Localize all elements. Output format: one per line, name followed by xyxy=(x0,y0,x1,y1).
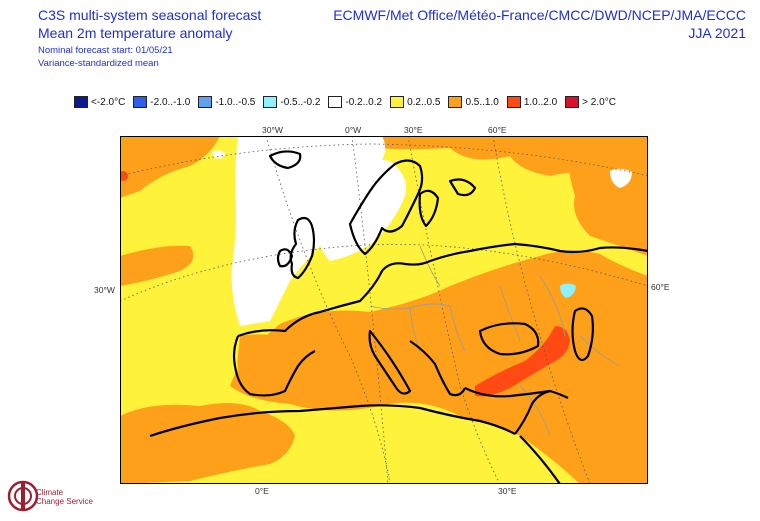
orange-northeast xyxy=(568,136,648,256)
logo-line1: Climate xyxy=(36,488,64,497)
coast-caspian xyxy=(571,307,594,362)
coast-white-sea xyxy=(448,178,477,197)
legend-label: -0.2..0.2 xyxy=(345,96,383,108)
title-line1: C3S multi-system seasonal forecast xyxy=(38,7,262,23)
border-line xyxy=(579,335,621,367)
legend-item: -2.0..-1.0 xyxy=(133,96,190,108)
legend-label: <-2.0°C xyxy=(91,96,126,108)
mean-type: Variance-standardized mean xyxy=(38,58,159,69)
country-borders xyxy=(369,245,621,437)
orange-northwest-atlantic xyxy=(120,136,220,198)
season-text: JJA 2021 xyxy=(688,25,746,41)
legend-label: > 2.0°C xyxy=(582,96,616,108)
anomaly-map xyxy=(120,136,648,484)
logo-text: Climate Change Service xyxy=(36,488,93,506)
anomaly-white-regions xyxy=(212,136,632,326)
coast-iceland xyxy=(268,150,302,170)
coast-balkans xyxy=(409,340,466,397)
coastlines xyxy=(149,150,648,484)
coast-finland xyxy=(418,189,440,228)
legend-swatch xyxy=(565,96,580,108)
legend-item: 1.0..2.0 xyxy=(506,96,558,108)
coast-turkey xyxy=(464,387,569,399)
graticule-line xyxy=(351,136,389,484)
title-block: C3S multi-system seasonal forecast Mean … xyxy=(38,6,261,70)
title-line2: Mean 2m temperature anomaly xyxy=(38,25,233,41)
white-small-patch xyxy=(212,150,226,159)
coast-italy xyxy=(368,329,412,395)
grid-label-bottom-30e: 30°E xyxy=(498,486,517,496)
grid-label-top-0w: 0°W xyxy=(345,125,362,135)
white-far-northeast-patch xyxy=(610,168,632,188)
orange-central-europe xyxy=(230,250,648,484)
coast-iberia xyxy=(232,335,316,397)
coast-north-africa xyxy=(149,404,516,438)
c3s-logo xyxy=(7,480,39,512)
legend-swatch xyxy=(263,96,278,108)
graticule-line xyxy=(265,136,391,484)
legend-item: -1.0..-0.5 xyxy=(198,96,255,108)
legend-label: -2.0..-1.0 xyxy=(150,96,191,108)
border-line xyxy=(519,385,551,437)
legend-swatch xyxy=(448,96,463,108)
graticule-line xyxy=(492,136,591,484)
grid-label-top-30w: 30°W xyxy=(262,125,283,135)
legend-item: -0.2..0.2 xyxy=(328,96,382,108)
legend-item: 0.5..1.0 xyxy=(448,96,499,108)
orange-north-africa xyxy=(120,402,295,484)
sources-text: ECMWF/Met Office/Météo-France/CMCC/DWD/N… xyxy=(333,7,746,23)
red-turkey-caucasus xyxy=(475,326,570,397)
legend-item: 0.2..0.5 xyxy=(390,96,440,108)
legend-swatch xyxy=(133,96,148,108)
grid-label-left-30w: 30°W xyxy=(94,285,115,295)
legend-swatch xyxy=(328,96,343,108)
legend-item: <-2.0°C xyxy=(74,96,125,108)
anomaly-lightblue-regions xyxy=(560,283,576,298)
coast-scandinavia xyxy=(348,159,424,256)
border-line xyxy=(449,305,466,352)
border-line xyxy=(499,285,521,342)
legend-swatch xyxy=(506,96,521,108)
legend-item: > 2.0°C xyxy=(565,96,616,108)
grid-label-top-60e: 60°E xyxy=(488,125,507,135)
lightblue-caspian-area xyxy=(560,283,576,298)
coast-levant xyxy=(514,389,551,435)
legend-label: 0.5..1.0 xyxy=(465,96,499,108)
sources-block: ECMWF/Met Office/Météo-France/CMCC/DWD/N… xyxy=(333,6,746,42)
orange-atlantic-band xyxy=(120,245,194,286)
border-line xyxy=(419,245,441,287)
legend-item: -0.5..-0.2 xyxy=(263,96,320,108)
logo-bar xyxy=(21,482,25,510)
map-frame xyxy=(120,136,648,484)
logo-line2: Change Service xyxy=(36,497,93,506)
red-small-spot xyxy=(120,171,128,181)
coast-ireland xyxy=(276,248,294,268)
legend-swatch xyxy=(390,96,405,108)
grid-label-top-30e: 30°E xyxy=(404,125,423,135)
coast-black-sea xyxy=(478,322,540,356)
coast-europe-mainland xyxy=(237,242,648,338)
legend-swatch xyxy=(198,96,213,108)
legend: <-2.0°C -2.0..-1.0 -1.0..-0.5 -0.5..-0.2 -0.… xyxy=(74,96,624,108)
legend-label: -0.5..-0.2 xyxy=(280,96,321,108)
legend-label: -1.0..-0.5 xyxy=(215,96,256,108)
orange-iberia xyxy=(237,334,292,392)
nominal-start: Nominal forecast start: 01/05/21 xyxy=(38,45,173,56)
graticule-line xyxy=(120,143,648,177)
coast-britain xyxy=(289,216,316,280)
anomaly-red-regions xyxy=(120,171,570,397)
white-scandinavia-east xyxy=(317,159,406,261)
legend-label: 0.2..0.5 xyxy=(407,96,441,108)
legend-label: 1.0..2.0 xyxy=(523,96,558,108)
border-line xyxy=(539,275,566,337)
legend-swatch xyxy=(74,96,88,108)
anomaly-orange-regions xyxy=(120,136,648,484)
grid-label-right-60e: 60°E xyxy=(651,282,670,292)
grid-label-bottom-0e: 0°E xyxy=(255,486,269,496)
coast-red-sea xyxy=(519,435,561,484)
